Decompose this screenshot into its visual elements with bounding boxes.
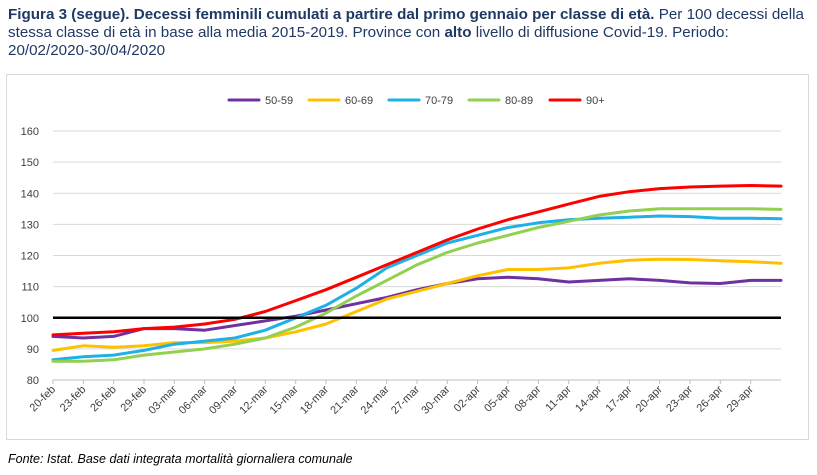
chart-frame: 80 90 100 110 120 130 140 150 160 20-feb 23-feb 26-… xyxy=(6,74,809,440)
x-tick-label: 11-apr xyxy=(543,383,574,414)
y-tick-label: 140 xyxy=(21,188,39,200)
x-tick-label: 23-apr xyxy=(664,383,695,414)
y-tick-label: 80 xyxy=(27,375,39,387)
x-tick-label: 18-mar xyxy=(298,383,331,416)
x-tick-label: 24-mar xyxy=(359,383,392,416)
x-tick-label: 27-mar xyxy=(389,383,422,416)
legend-label-70-79: 70-79 xyxy=(425,95,453,107)
y-tick-label: 100 xyxy=(21,313,39,325)
legend-label-90+: 90+ xyxy=(586,95,605,107)
x-tick-label: 12-mar xyxy=(237,383,270,416)
figure-caption: Figura 3 (segue). Decessi femminili cumu… xyxy=(8,6,813,60)
caption-bold-word: alto xyxy=(444,24,472,41)
y-tick-label: 90 xyxy=(27,344,39,356)
x-tick-label: 03-mar xyxy=(146,383,179,416)
x-tick-label: 09-mar xyxy=(207,383,240,416)
source-note: Fonte: Istat. Base dati integrata mortal… xyxy=(8,452,353,466)
x-tick-label: 15-mar xyxy=(268,383,301,416)
series-line-70-79 xyxy=(51,214,783,362)
series-line-60-69 xyxy=(51,257,783,352)
series-line-90+ xyxy=(51,184,783,337)
y-tick-label: 160 xyxy=(21,126,39,138)
caption-bold-part: Figura 3 (segue). Decessi femminili cumu… xyxy=(8,6,655,23)
x-tick-label: 29-apr xyxy=(725,383,756,414)
x-tick-label: 26-apr xyxy=(694,383,725,414)
caption-text-2: livello di diffusione Covid-19. Periodo:… xyxy=(8,24,729,59)
x-tick-label: 30-mar xyxy=(419,383,452,416)
y-tick-label: 150 xyxy=(21,157,39,169)
x-tick-label: 26-feb xyxy=(88,384,119,415)
x-tick-label: 20-feb xyxy=(28,384,59,415)
x-tick-label: 06-mar xyxy=(177,383,210,416)
x-tick-label: 14-apr xyxy=(573,383,604,414)
x-tick-label: 02-apr xyxy=(452,383,483,414)
x-tick-label: 29-feb xyxy=(119,384,150,415)
series-line-80-89 xyxy=(51,207,783,363)
x-tick-label: 21-mar xyxy=(328,383,361,416)
legend-label-80-89: 80-89 xyxy=(505,95,533,107)
caption-text-1: Per 100 decessi della stessa classe di e… xyxy=(8,6,804,41)
x-tick-label: 20-apr xyxy=(634,383,665,414)
y-tick-label: 120 xyxy=(21,251,39,263)
x-tick-label: 08-apr xyxy=(512,383,543,414)
x-tick-label: 05-apr xyxy=(482,383,513,414)
legend-label-50-59: 50-59 xyxy=(265,95,293,107)
y-tick-label: 110 xyxy=(21,282,39,294)
y-tick-label: 130 xyxy=(21,219,39,231)
x-tick-label: 23-feb xyxy=(58,384,89,415)
x-tick-label: 17-apr xyxy=(603,383,634,414)
legend-label-60-69: 60-69 xyxy=(345,95,373,107)
